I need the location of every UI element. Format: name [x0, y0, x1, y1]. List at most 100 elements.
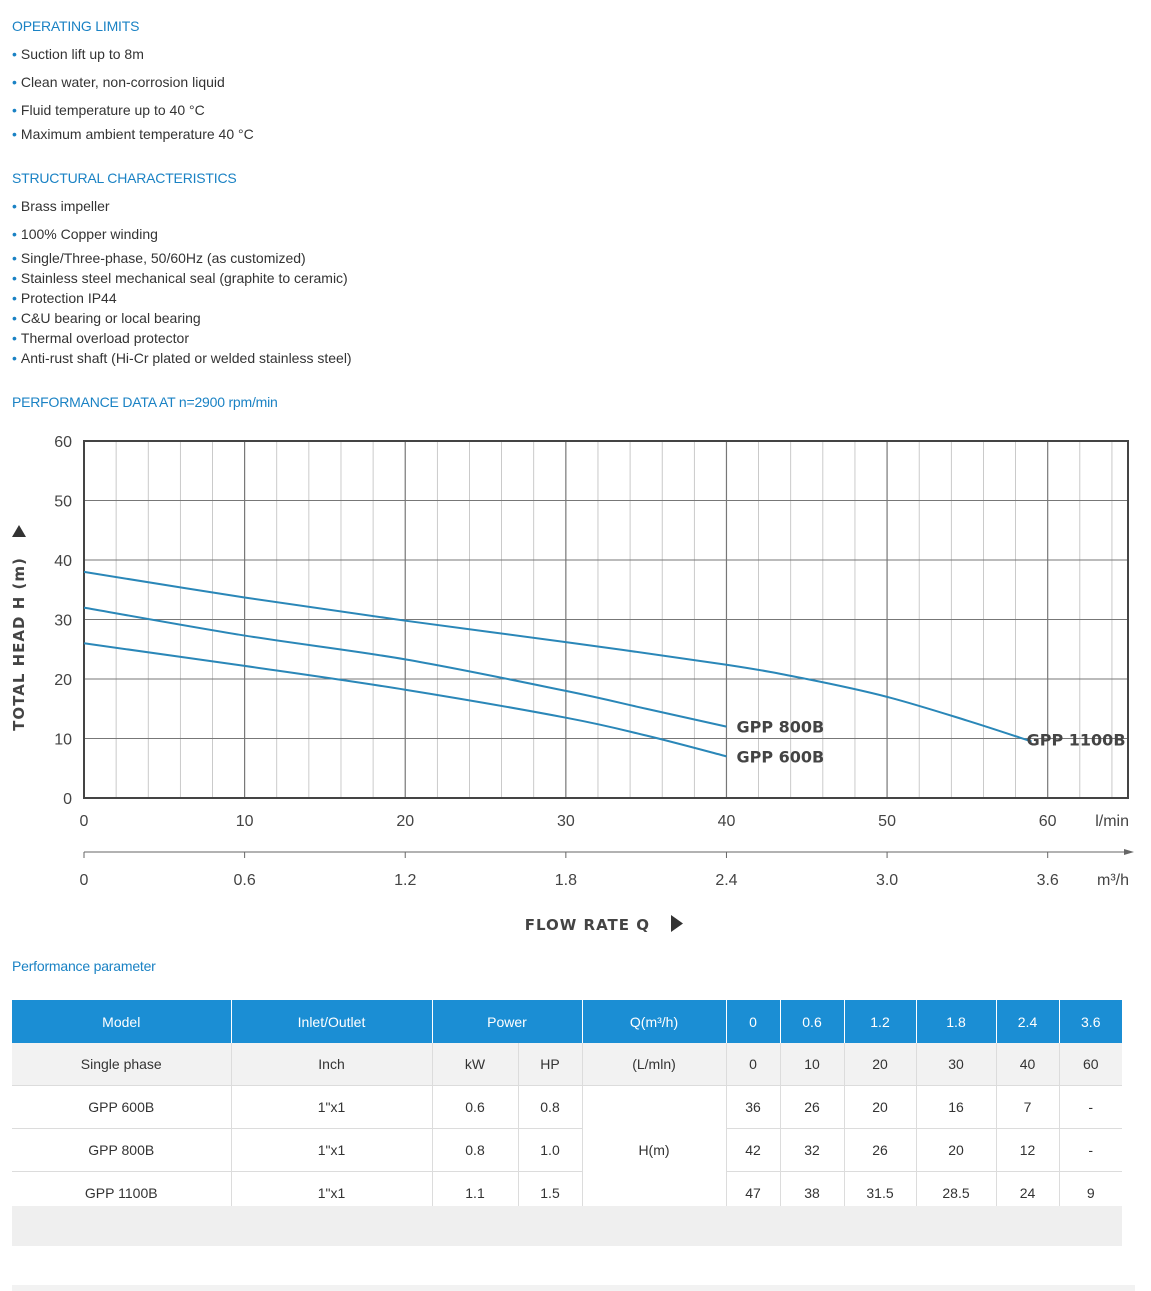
table-cell: 20	[844, 1043, 917, 1086]
x-axis-title: FLOW RATE Q	[525, 916, 650, 934]
y-axis-title: TOTAL HEAD H (m)	[10, 557, 28, 731]
x-tick-label: 10	[236, 813, 254, 830]
table-subheader-row: Single phase Inch kW HP (L/mln) 0 10 20 …	[12, 1043, 1122, 1086]
h-cell: 12	[996, 1128, 1060, 1172]
chart-axes: 0 10 20 30 40 50 60 0 10 20 30 40 50 60 l/min 0 0.6 1.2 1.…	[10, 434, 1134, 934]
y-tick-label: 30	[54, 613, 72, 630]
hp-cell: 1.0	[518, 1128, 583, 1172]
y-tick-label: 50	[54, 494, 72, 511]
x-tick-label: 50	[878, 813, 896, 830]
series-label: GPP 600B	[736, 747, 824, 766]
table-cell: 30	[916, 1043, 997, 1086]
hp-cell: 0.8	[518, 1085, 583, 1129]
bullet-dot: •	[12, 46, 17, 62]
bullet-dot: •	[12, 290, 17, 306]
table-cell: Inch	[231, 1043, 433, 1086]
list-item: • 100% Copper winding	[12, 226, 158, 242]
bullet-dot: •	[12, 102, 17, 118]
table-cell: (L/mln)	[582, 1043, 727, 1086]
x2-tick-label: 0	[80, 872, 89, 889]
model-cell: GPP 800B	[12, 1128, 232, 1172]
bullet-dot: •	[12, 226, 17, 242]
list-item: • Maximum ambient temperature 40 °C	[12, 126, 254, 142]
y-tick-label: 60	[54, 434, 72, 451]
operating-limits-title: OPERATING LIMITS	[12, 18, 140, 34]
table-cell: 40	[996, 1043, 1060, 1086]
x2-tick-label: 1.8	[555, 872, 577, 889]
x-tick-label: 40	[718, 813, 736, 830]
chart-grid	[84, 441, 1128, 798]
y-tick-label: 0	[63, 791, 72, 808]
series-label: GPP 1100B	[1027, 730, 1126, 749]
inlet-cell: 1"x1	[231, 1085, 433, 1129]
bullet-dot: •	[12, 310, 17, 326]
list-item: • Stainless steel mechanical seal (graphi…	[12, 270, 348, 286]
table-cell: 10	[780, 1043, 845, 1086]
y-axis-arrow-icon	[12, 525, 26, 537]
header-q: Q(m³/h)	[582, 1000, 727, 1043]
table-footer	[12, 1206, 1122, 1246]
x-axis-arrow-icon	[671, 915, 683, 932]
h-label-cell: H(m)	[582, 1085, 727, 1215]
list-item: • Suction lift up to 8m	[12, 46, 144, 62]
list-item: • Single/Three-phase, 50/60Hz (as customi…	[12, 250, 306, 266]
x2-tick-label: 1.2	[394, 872, 416, 889]
list-item: • Thermal overload protector	[12, 330, 189, 346]
header-inlet: Inlet/Outlet	[231, 1000, 433, 1043]
performance-chart: 0 10 20 30 40 50 60 0 10 20 30 40 50 60 l/min 0 0.6 1.2 1.…	[10, 434, 1134, 934]
x-unit-label: l/min	[1095, 813, 1129, 830]
bullet-dot: •	[12, 126, 17, 142]
table-cell: 60	[1059, 1043, 1122, 1086]
h-cell: -	[1059, 1085, 1122, 1129]
list-item: • Brass impeller	[12, 198, 110, 214]
bullet-dot: •	[12, 250, 17, 266]
bullet-dot: •	[12, 198, 17, 214]
h-cell: 16	[916, 1085, 997, 1129]
h-cell: 32	[780, 1128, 845, 1172]
bullet-dot: •	[12, 270, 17, 286]
x2-tick-label: 0.6	[233, 872, 255, 889]
performance-table: Model Inlet/Outlet Power Q(m³/h) 0 0.6 1…	[12, 1000, 1122, 1215]
series-label: GPP 800B	[736, 718, 824, 737]
bullet-dot: •	[12, 74, 17, 90]
performance-title: PERFORMANCE DATA AT n=2900 rpm/min	[12, 394, 278, 410]
h-cell: 42	[726, 1128, 781, 1172]
chart-series	[83, 570, 1032, 758]
x2-tick-label: 3.0	[876, 872, 898, 889]
series-line	[83, 642, 727, 758]
chart-labels: GPP 600B GPP 800B GPP 1100B	[736, 718, 1125, 767]
series-line	[83, 570, 1032, 743]
header-power: Power	[432, 1000, 583, 1043]
x-tick-label: 0	[80, 813, 89, 830]
kw-cell: 0.6	[432, 1085, 519, 1129]
x2-tick-label: 2.4	[715, 872, 737, 889]
h-cell: 20	[916, 1128, 997, 1172]
list-item: • Clean water, non-corrosion liquid	[12, 74, 225, 90]
table-cell: Single phase	[12, 1043, 232, 1086]
list-item: • Fluid temperature up to 40 °C	[12, 102, 205, 118]
x-tick-label: 20	[396, 813, 414, 830]
bullet-dot: •	[12, 350, 17, 366]
plot-frame	[83, 440, 1129, 799]
y-tick-label: 10	[54, 732, 72, 749]
x-tick-label: 60	[1039, 813, 1057, 830]
header-q-value: 3.6	[1059, 1000, 1122, 1043]
x2-tick-label: 3.6	[1037, 872, 1059, 889]
parameter-title: Performance parameter	[12, 958, 156, 974]
h-cell: 26	[844, 1128, 917, 1172]
y-tick-label: 40	[54, 553, 72, 570]
h-cell: 36	[726, 1085, 781, 1129]
table-cell: HP	[518, 1043, 583, 1086]
y-tick-label: 20	[54, 672, 72, 689]
header-model: Model	[12, 1000, 232, 1043]
h-cell: -	[1059, 1128, 1122, 1172]
h-cell: 7	[996, 1085, 1060, 1129]
table-cell: 0	[726, 1043, 781, 1086]
bullet-dot: •	[12, 330, 17, 346]
list-item: • C&U bearing or local bearing	[12, 310, 201, 326]
table-row: GPP 800B 1"x1 0.8 1.0 42 32 26 20 12 -	[12, 1128, 1122, 1172]
structural-title: STRUCTURAL CHARACTERISTICS	[12, 170, 237, 186]
table-header-row: Model Inlet/Outlet Power Q(m³/h) 0 0.6 1…	[12, 1000, 1122, 1043]
header-q-value: 0.6	[780, 1000, 845, 1043]
model-cell: GPP 600B	[12, 1085, 232, 1129]
